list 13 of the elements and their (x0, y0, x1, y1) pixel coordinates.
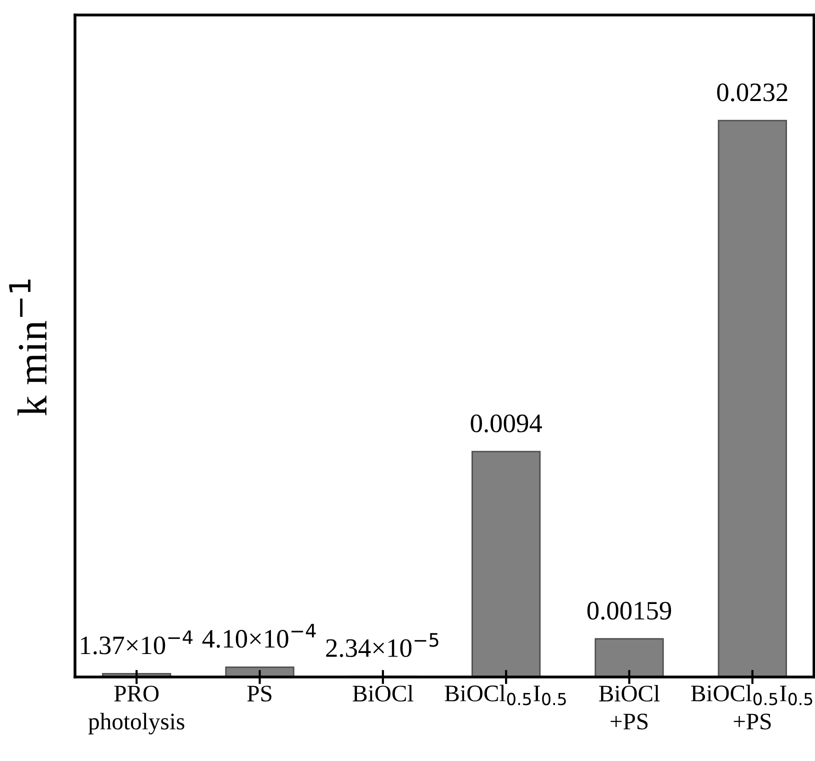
y-axis-title: k min$^{−1}$ (9, 280, 46, 416)
x-tick-label: PRO photolysis (88, 686, 184, 734)
data-label: 2.34×10$^{−5}$ (326, 633, 438, 658)
x-tick-label: BiOCl$_{0.5}$I$_{0.5}$ +PS (691, 684, 812, 730)
x-tick-label: BiOCl (352, 684, 414, 702)
data-label: 0.0094 (470, 414, 542, 432)
data-label: 4.10×10$^{−4}$ (202, 624, 316, 648)
x-tick-label: BiOCl$_{0.5}$I$_{0.5}$ (444, 684, 566, 706)
x-tick-label: BiOCl +PS (599, 684, 660, 730)
data-label: 0.00159 (587, 602, 672, 620)
data-label: 1.37×10$^{−4}$ (80, 630, 193, 654)
data-label: 0.0232 (717, 83, 788, 102)
x-tick-label: PS (247, 686, 272, 702)
